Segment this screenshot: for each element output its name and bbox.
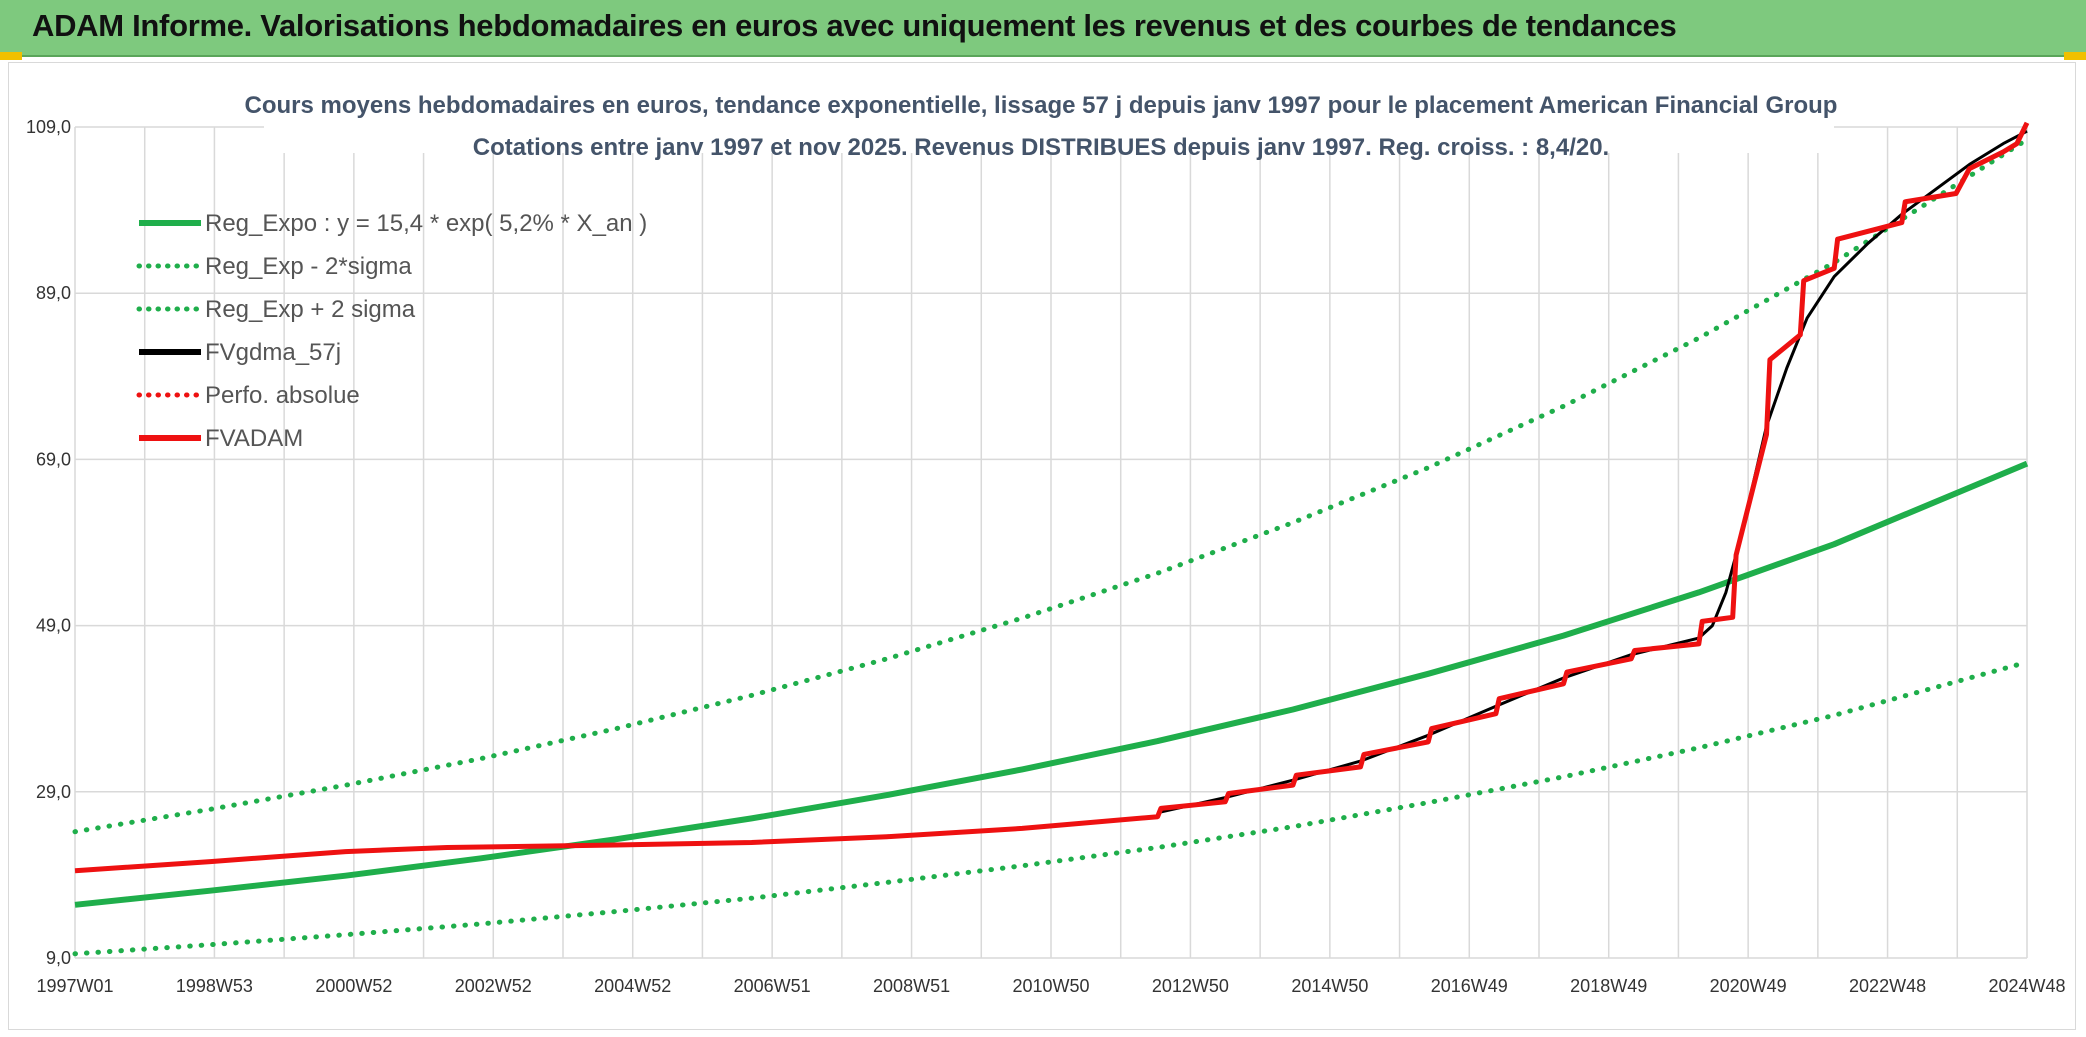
x-tick-label: 2004W52 — [594, 976, 671, 996]
x-tick-label: 1997W01 — [36, 976, 113, 996]
x-tick-label: 2016W49 — [1431, 976, 1508, 996]
x-tick-label: 2018W49 — [1570, 976, 1647, 996]
x-tick-label: 2014W50 — [1291, 976, 1368, 996]
x-tick-label: 2006W51 — [734, 976, 811, 996]
line-chart: Cours moyens hebdomadaires en euros, ten… — [26, 83, 2066, 996]
x-tick-label: 2024W48 — [1988, 976, 2065, 996]
y-tick-label: 49,0 — [36, 616, 71, 636]
series-line-reg-exp-2-sigma — [72, 137, 2030, 835]
series-line-reg-expo — [74, 460, 2029, 908]
legend-label: Reg_Exp + 2 sigma — [205, 296, 416, 323]
y-axis-ticks: 9,0 29,0 49,0 69,0 89,0 109,0 — [26, 117, 71, 968]
title-backdrop — [264, 83, 1834, 153]
x-tick-label: 1998W53 — [176, 976, 253, 996]
chart-area: Cours moyens hebdomadaires en euros, ten… — [8, 62, 2076, 1030]
corner-mark-right — [2064, 52, 2086, 60]
chart-title: Cours moyens hebdomadaires en euros, ten… — [245, 92, 1838, 119]
legend-label: Reg_Exp - 2*sigma — [205, 253, 412, 280]
legend-label: FVgdma_57j — [205, 339, 341, 366]
y-tick-label: 9,0 — [46, 948, 71, 968]
corner-mark-left — [0, 52, 22, 60]
x-tick-label: 2012W50 — [1152, 976, 1229, 996]
legend-label: FVADAM — [205, 425, 303, 452]
y-tick-label: 89,0 — [36, 283, 71, 303]
x-tick-label: 2010W50 — [1012, 976, 1089, 996]
x-tick-label: 2008W51 — [873, 976, 950, 996]
y-tick-label: 109,0 — [26, 117, 71, 137]
report-header: ADAM Informe. Valorisations hebdomadaire… — [0, 0, 2086, 57]
y-tick-label: 29,0 — [36, 782, 71, 802]
legend: Reg_Expo : y = 15,4 * exp( 5,2% * X_an )… — [136, 210, 647, 452]
series-line-fvadam — [74, 121, 2030, 874]
grid-lines — [74, 126, 2028, 959]
series-layer — [72, 121, 2030, 957]
x-tick-label: 2002W52 — [455, 976, 532, 996]
legend-label: Perfo. absolue — [205, 382, 360, 409]
y-tick-label: 69,0 — [36, 449, 71, 469]
report-title: ADAM Informe. Valorisations hebdomadaire… — [32, 8, 1677, 43]
chart-subtitle: Cotations entre janv 1997 et nov 2025. R… — [473, 134, 1609, 161]
legend-label: Reg_Expo : y = 15,4 * exp( 5,2% * X_an ) — [205, 210, 647, 237]
x-tick-label: 2022W48 — [1849, 976, 1926, 996]
x-axis-ticks: 1997W01 1998W53 2000W52 2002W52 2004W52 2006W… — [36, 976, 2065, 996]
x-tick-label: 2000W52 — [315, 976, 392, 996]
x-tick-label: 2020W49 — [1710, 976, 1787, 996]
